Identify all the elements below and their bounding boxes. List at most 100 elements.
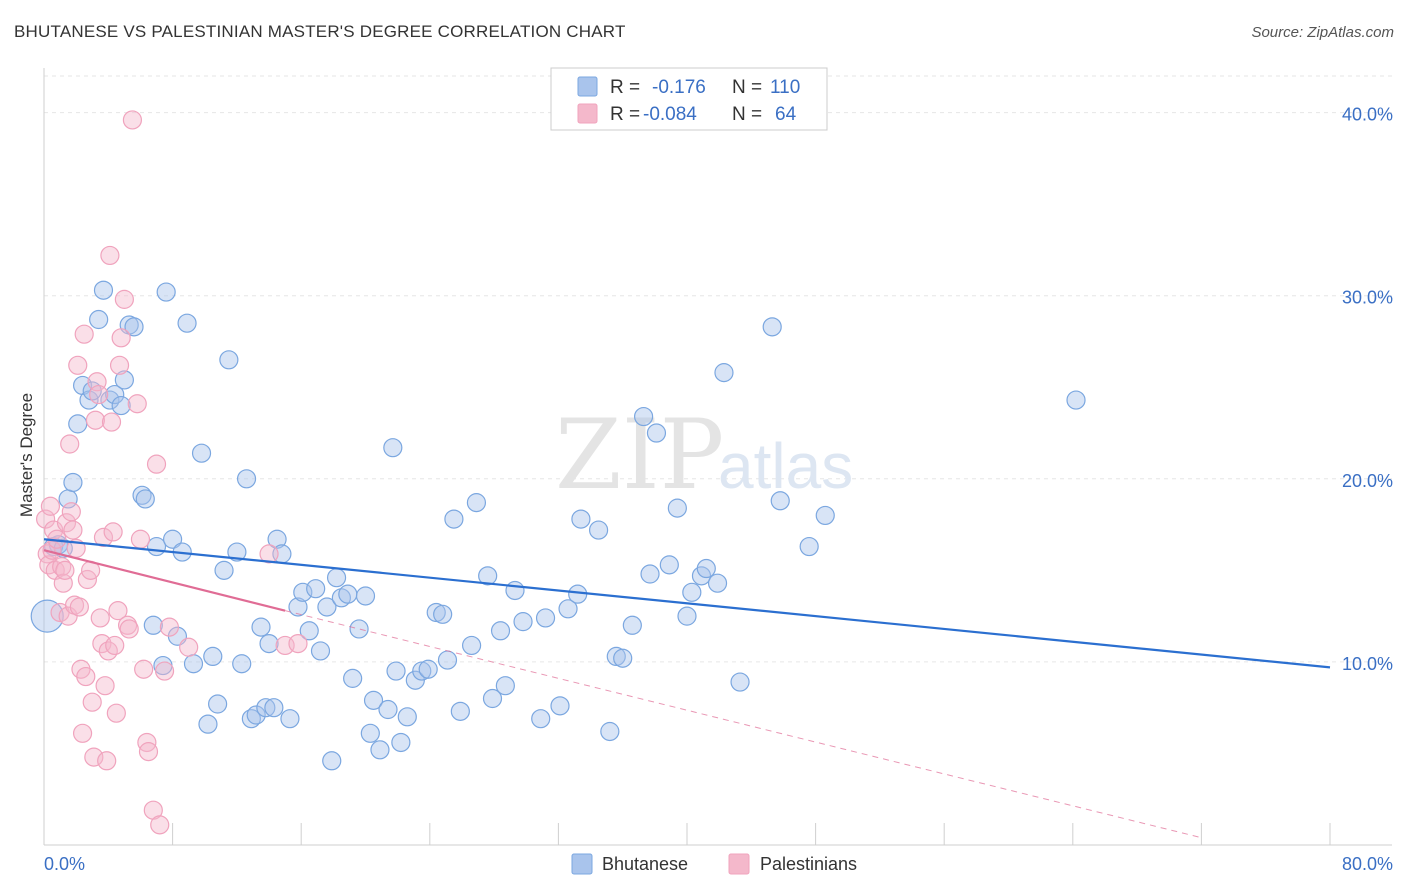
point-bhutanese-53 [322, 751, 342, 771]
point-bhutanese-51 [310, 641, 331, 661]
point-bhutanese-10 [89, 309, 109, 330]
point-bhutanese-74 [444, 509, 464, 529]
point-bhutanese-104 [707, 573, 728, 593]
point-bhutanese-77 [466, 493, 487, 513]
point-palestinians-23 [74, 324, 94, 344]
point-bhutanese-48 [293, 582, 313, 602]
point-palestinians-42 [106, 703, 126, 723]
legend-r-label-palestinians: R = [610, 104, 640, 125]
point-bhutanese-67 [397, 707, 417, 727]
point-palestinians-27 [82, 692, 102, 712]
point-palestinians-56 [146, 454, 167, 474]
legend-n-label-bhutanese: N = [732, 77, 762, 98]
point-bhutanese-100 [677, 606, 697, 626]
zipatlas-watermark: ZIP atlas [555, 399, 853, 511]
series-legend-swatch-bhutanese [571, 853, 593, 875]
point-bhutanese-61 [363, 690, 384, 710]
point-bhutanese-41 [256, 698, 276, 718]
point-palestinians-28 [84, 747, 104, 767]
legend-n-value-palestinians: 64 [775, 104, 797, 125]
point-palestinians-20 [69, 597, 89, 617]
point-bhutanese-47 [288, 597, 308, 617]
point-bhutanese-82 [505, 580, 525, 601]
point-bhutanese-78 [478, 566, 498, 586]
point-bhutanese-54 [326, 568, 347, 588]
point-palestinians-12 [56, 513, 77, 533]
y-tick-labels: 10.0% 20.0% 30.0% 40.0% [1342, 105, 1393, 674]
point-bhutanese-76 [461, 635, 482, 656]
point-palestinians-52 [134, 659, 154, 679]
point-bhutanese-58 [349, 619, 369, 639]
legend-n-label-palestinians: N = [732, 104, 762, 125]
point-palestinians-14 [60, 434, 80, 454]
point-bhutanese-70 [418, 659, 438, 679]
legend-r-value-bhutanese: -0.176 [652, 77, 706, 98]
point-bhutanese-24 [163, 529, 183, 549]
y-tick-label-30: 30.0% [1342, 288, 1393, 308]
point-bhutanese-23 [156, 282, 176, 302]
point-bhutanese-5 [63, 472, 83, 493]
point-palestinians-50 [127, 394, 147, 414]
point-bhutanese-85 [535, 608, 556, 628]
point-bhutanese-92 [606, 646, 626, 667]
point-bhutanese-80 [490, 621, 511, 641]
point-palestinians-0 [36, 509, 56, 529]
trend-line-palestinians [43, 549, 286, 612]
point-bhutanese-111 [1066, 390, 1086, 410]
point-bhutanese-93 [613, 648, 633, 668]
point-bhutanese-99 [667, 498, 687, 518]
point-palestinians-43 [108, 601, 128, 621]
point-palestinians-60 [179, 637, 199, 657]
trend-lines [43, 538, 1331, 839]
point-bhutanese-17 [124, 317, 144, 337]
stats-legend: R = -0.176 N = 110 R = -0.084 N = 64 [550, 67, 828, 131]
point-bhutanese-110 [815, 505, 835, 526]
point-bhutanese-40 [251, 617, 271, 637]
point-bhutanese-97 [646, 423, 667, 443]
point-bhutanese-105 [714, 363, 734, 383]
point-palestinians-39 [101, 412, 122, 432]
point-bhutanese-79 [482, 688, 503, 709]
point-palestinians-48 [119, 619, 139, 639]
point-bhutanese-90 [588, 520, 609, 540]
axes [43, 68, 1392, 846]
point-palestinians-57 [150, 815, 170, 835]
point-palestinians-22 [72, 723, 93, 743]
legend-r-label-bhutanese: R = [610, 77, 640, 98]
point-palestinians-45 [111, 328, 131, 348]
point-bhutanese-63 [378, 699, 398, 720]
point-palestinians-9 [52, 557, 72, 577]
point-bhutanese-98 [659, 555, 679, 575]
point-bhutanese-55 [331, 588, 351, 608]
point-bhutanese-44 [267, 529, 287, 549]
point-bhutanese-64 [383, 438, 403, 458]
point-palestinians-54 [138, 742, 159, 762]
point-palestinians-51 [130, 529, 151, 549]
point-bhutanese-73 [437, 650, 458, 670]
point-bhutanese-96 [640, 564, 660, 584]
point-palestinians-58 [154, 661, 175, 681]
legend-r-value-palestinians: -0.084 [643, 104, 697, 125]
point-bhutanese-89 [571, 509, 591, 529]
point-palestinians-59 [159, 617, 179, 637]
trend-line-bhutanese [43, 538, 1331, 669]
point-bhutanese-29 [191, 443, 212, 463]
point-bhutanese-32 [208, 694, 228, 714]
x-tick-label-min: 0.0% [44, 854, 85, 874]
point-palestinians-11 [55, 560, 75, 580]
point-bhutanese-83 [513, 612, 533, 632]
point-palestinians-40 [103, 522, 123, 542]
point-bhutanese-50 [306, 579, 326, 599]
chart-title: BHUTANESE VS PALESTINIAN MASTER'S DEGREE… [14, 22, 626, 41]
point-palestinians-34 [93, 527, 114, 548]
series-palestinians-points [36, 110, 308, 835]
point-bhutanese-60 [360, 723, 380, 743]
y-axis-label: Master's Degree [17, 393, 36, 517]
point-bhutanese-65 [386, 661, 406, 681]
point-palestinians-29 [85, 410, 106, 430]
point-bhutanese-36 [232, 654, 252, 674]
point-bhutanese-66 [391, 732, 411, 753]
point-bhutanese-43 [264, 698, 284, 718]
point-palestinians-63 [288, 633, 308, 654]
point-bhutanese-62 [370, 740, 390, 760]
